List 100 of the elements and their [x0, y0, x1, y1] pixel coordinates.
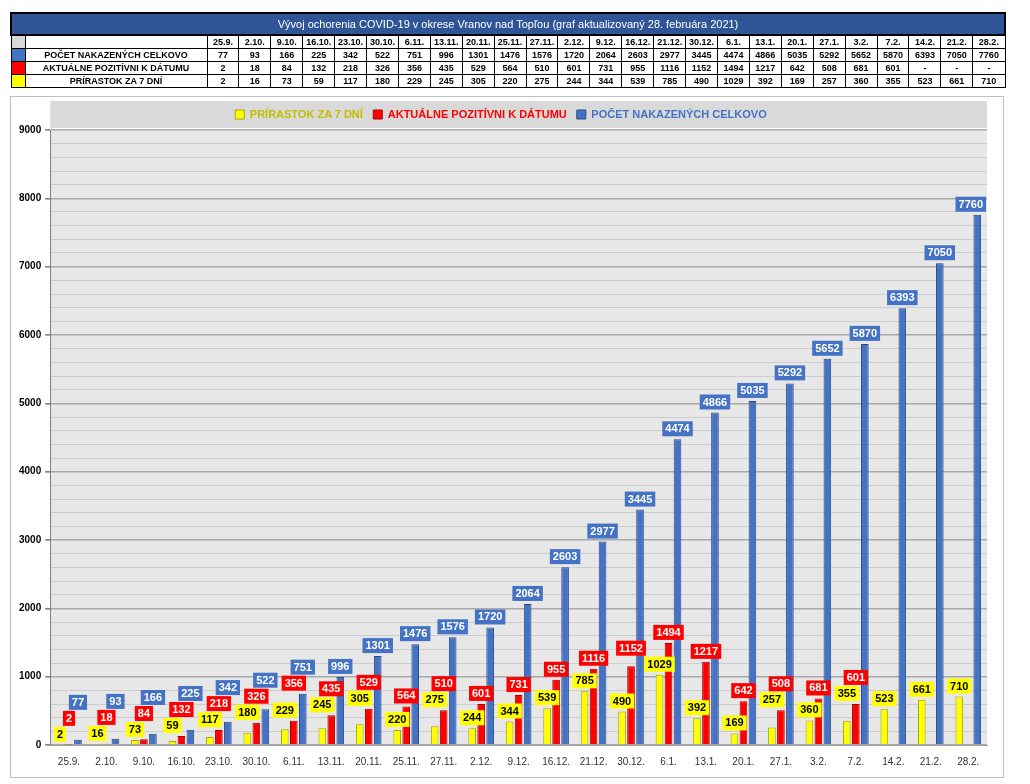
x-tick-label: 3.2. [810, 755, 827, 767]
text: 257 [821, 76, 837, 86]
x-tick-label: 9.10. [132, 755, 156, 767]
data-label: 955 [546, 662, 566, 675]
text: 661 [949, 76, 965, 86]
x-tick-label: 27.1. [769, 755, 793, 767]
text: 5870 [882, 50, 903, 60]
category-label: 13.11. [434, 37, 459, 47]
text: 225 [311, 50, 327, 60]
category-label: 16.10. [306, 37, 332, 47]
text: 5292 [819, 50, 840, 60]
y-tick-label: 8000 [19, 192, 42, 204]
data-label: 305 [350, 691, 369, 704]
category-label: 27.1. [819, 37, 840, 47]
category-label: 30.10. [369, 37, 395, 47]
text: 344 [598, 76, 614, 86]
category-label: 6.1. [725, 37, 741, 47]
y-tick-label: 1000 [19, 670, 42, 682]
category-label: 14.2. [914, 37, 935, 47]
data-label: 681 [809, 681, 828, 694]
data-label: 244 [462, 711, 483, 724]
text: 539 [630, 76, 646, 86]
data-label: 132 [172, 703, 191, 716]
data-label: 1301 [365, 639, 390, 652]
x-tick-label: 6.11. [283, 755, 305, 767]
x-tick-label: 30.10. [242, 755, 271, 767]
data-label: 93 [109, 694, 122, 707]
y-tick-label: 3000 [19, 533, 42, 545]
category-label: 6.11. [404, 37, 425, 47]
text: 710 [981, 76, 997, 86]
text: 355 [885, 76, 901, 86]
category-label: 16.12. [625, 37, 651, 47]
category-label: 20.1. [787, 37, 808, 47]
data-label: 564 [397, 689, 417, 702]
text: 523 [917, 76, 933, 86]
text: 245 [438, 76, 454, 86]
category-label: 23.10. [338, 37, 364, 47]
text: POČET NAKAZENÝCH CELKOVO [44, 50, 188, 60]
text: PRÍRASTOK ZA 7 DNÍ [69, 76, 163, 86]
x-tick-label: 21.2. [919, 755, 942, 767]
category-label: 27.11. [529, 37, 555, 47]
text: 601 [885, 63, 901, 73]
data-label: 257 [762, 693, 782, 706]
x-tick-label: 2.10. [95, 755, 118, 767]
text: 1576 [532, 50, 553, 60]
data-label: 360 [800, 703, 819, 716]
text: - [987, 63, 991, 73]
text: 731 [598, 63, 614, 73]
data-label: 169 [725, 716, 744, 729]
x-tick-label: 9.12. [507, 755, 530, 767]
data-label: 1217 [693, 644, 719, 657]
text: 564 [502, 63, 518, 73]
data-label: 16 [91, 726, 104, 739]
data-label: 435 [322, 682, 341, 695]
data-label: 710 [950, 679, 969, 692]
data-label: 355 [837, 686, 857, 699]
text: 751 [406, 50, 422, 60]
data-label: 7050 [927, 246, 953, 259]
text: 117 [343, 76, 358, 86]
data-label: 490 [612, 694, 632, 707]
category-label: 21.2. [946, 37, 967, 47]
data-label: 18 [100, 710, 113, 723]
y-tick-label: 4000 [19, 465, 42, 477]
x-tick-label: 7.2. [847, 755, 865, 767]
x-tick-label: 6.1. [660, 755, 677, 767]
data-label: 2 [56, 727, 64, 740]
data-label: 996 [331, 659, 350, 672]
text: 1476 [500, 50, 521, 60]
text: 326 [374, 63, 390, 73]
x-tick-label: 23.10. [204, 755, 233, 767]
text: 2064 [595, 50, 616, 60]
data-label: 601 [846, 670, 866, 683]
text: 2 [220, 76, 226, 86]
data-label: 4866 [702, 395, 728, 408]
x-tick-label: 25.9. [57, 755, 81, 767]
x-tick-label: 20.1. [732, 755, 755, 767]
category-label: 2.10. [244, 37, 265, 47]
data-label: 508 [771, 677, 791, 690]
text: 356 [406, 63, 422, 73]
data-label: 510 [434, 677, 453, 690]
category-label: 9.10. [276, 37, 297, 47]
x-tick-label: 21.12. [579, 755, 608, 767]
text: - [923, 63, 927, 73]
data-label: 6393 [890, 291, 915, 304]
text: AKTUÁLNE POZITÍVNI K DÁTUMU [42, 63, 190, 73]
text: 7760 [978, 50, 999, 60]
data-label: 785 [575, 674, 594, 687]
data-label: 342 [218, 681, 238, 694]
text: 4474 [723, 50, 744, 60]
x-tick-label: 16.10. [167, 755, 196, 767]
data-label: 84 [137, 707, 151, 720]
text: 642 [789, 63, 805, 73]
data-label: 5870 [852, 326, 878, 339]
text: 220 [502, 76, 518, 86]
data-label: 245 [313, 698, 332, 711]
data-label: 166 [143, 691, 163, 704]
category-label: 28.2. [978, 37, 999, 47]
text: 1217 [755, 63, 776, 73]
y-tick-label: 7000 [19, 260, 42, 272]
data-label: 344 [500, 704, 520, 717]
